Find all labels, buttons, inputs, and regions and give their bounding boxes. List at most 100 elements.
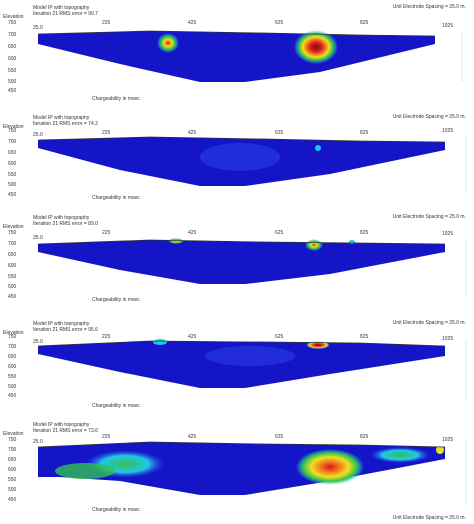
elevation-tick: 750 <box>8 20 17 26</box>
elevation-label: Elevation <box>3 14 24 20</box>
elevation-tick: 600 <box>8 467 17 473</box>
anomaly-blob <box>157 33 179 53</box>
elevation-tick: 750 <box>8 128 17 134</box>
distance-label: 825 <box>360 434 369 440</box>
distance-label: 425 <box>188 20 197 26</box>
section-2-plot <box>37 134 467 192</box>
start-distance-label: 25.0 <box>33 132 43 138</box>
section-panel-4: Model IP with topography Iteration 21 RM… <box>0 318 474 418</box>
end-distance-label: 1025 <box>442 23 454 29</box>
section-5-plot <box>37 441 467 505</box>
elevation-label: Elevation <box>3 431 24 437</box>
distance-label: 225 <box>102 434 111 440</box>
colorbar-caption: Chargeability in msec <box>92 297 140 303</box>
section-title: Model IP with topography <box>33 115 90 121</box>
elevation-tick: 600 <box>8 364 17 370</box>
anomaly-blob <box>55 463 115 479</box>
elevation-tick: 750 <box>8 230 17 236</box>
elevation-label: Elevation <box>3 224 24 230</box>
elevation-label: Elevation <box>3 124 24 130</box>
section-body <box>38 31 435 82</box>
elevation-tick: 550 <box>8 68 17 74</box>
anomaly-blob <box>315 145 321 151</box>
distance-label: 825 <box>360 20 369 26</box>
anomaly-blob <box>153 339 167 345</box>
elevation-tick: 700 <box>8 344 17 350</box>
distance-label: 225 <box>102 334 111 340</box>
elevation-tick: 750 <box>8 334 17 340</box>
elevation-tick: 700 <box>8 241 17 247</box>
anomaly-blob <box>296 449 364 485</box>
elevation-tick: 550 <box>8 274 17 280</box>
section-title: Model IP with topography <box>33 5 90 11</box>
elevation-tick: 700 <box>8 32 17 38</box>
section-title: Model IP with topography <box>33 215 90 221</box>
start-distance-label: 25.0 <box>33 439 43 445</box>
start-distance-label: 25.0 <box>33 235 43 241</box>
colorbar-caption: Chargeability in msec <box>92 507 140 513</box>
elevation-tick: 500 <box>8 79 17 85</box>
unit-spacing-label: Unit Electrode Spacing = 25.0 m. <box>392 114 466 120</box>
unit-spacing-label: Unit Electrode Spacing = 25.0 m. <box>392 515 466 521</box>
distance-label: 225 <box>102 130 111 136</box>
iteration-label: Iteration 21 RMS error = 95.6 <box>33 327 98 333</box>
end-distance-label: 1025 <box>442 437 454 443</box>
section-panel-2: Model IP with topography Iteration 21 RM… <box>0 112 474 212</box>
section-title: Model IP with topography <box>33 422 90 428</box>
colorbar-caption: Chargeability in msec <box>92 195 140 201</box>
colorbar-caption: Chargeability in msec <box>92 96 140 102</box>
end-distance-label: 1025 <box>442 231 454 237</box>
distance-label: 425 <box>188 434 197 440</box>
elevation-tick: 550 <box>8 172 17 178</box>
section-panel-3: Model IP with topography Iteration 21 RM… <box>0 212 474 312</box>
elevation-tick: 500 <box>8 487 17 493</box>
start-distance-label: 25.0 <box>33 25 43 31</box>
anomaly-blob <box>436 446 444 454</box>
iteration-label: Iteration 21 RMS error = 90.7 <box>33 11 98 17</box>
distance-label: 425 <box>188 130 197 136</box>
anomaly-blob <box>294 30 338 64</box>
colorbar-caption: Chargeability in msec <box>92 403 140 409</box>
elevation-tick: 550 <box>8 477 17 483</box>
section-1-plot <box>37 30 463 82</box>
elevation-tick: 450 <box>8 88 17 94</box>
elevation-tick: 650 <box>8 354 17 360</box>
unit-spacing-label: Unit Electrode Spacing = 25.0 m. <box>392 320 466 326</box>
anomaly-blob <box>306 341 330 349</box>
iteration-label: Iteration 21 RMS error = 74.2 <box>33 121 98 127</box>
end-distance-label: 1025 <box>442 336 454 342</box>
distance-label: 425 <box>188 334 197 340</box>
distance-label: 225 <box>102 230 111 236</box>
section-body <box>38 240 445 284</box>
anomaly-blob <box>168 238 184 244</box>
elevation-label: Elevation <box>3 330 24 336</box>
distance-label: 625 <box>275 230 284 236</box>
distance-label: 425 <box>188 230 197 236</box>
elevation-tick: 600 <box>8 263 17 269</box>
anomaly-blob <box>370 447 430 463</box>
section-4-plot <box>37 339 467 400</box>
section-3-plot <box>37 238 467 296</box>
elevation-tick: 650 <box>8 44 17 50</box>
elevation-tick: 650 <box>8 252 17 258</box>
elevation-tick: 600 <box>8 56 17 62</box>
distance-label: 625 <box>275 434 284 440</box>
anomaly-blob <box>205 346 295 366</box>
section-panel-1: Model IP with topography Iteration 21 RM… <box>0 2 474 102</box>
elevation-tick: 700 <box>8 447 17 453</box>
elevation-tick: 500 <box>8 384 17 390</box>
distance-label: 825 <box>360 130 369 136</box>
elevation-tick: 750 <box>8 437 17 443</box>
end-distance-label: 1025 <box>442 128 454 134</box>
start-distance-label: 25.0 <box>33 339 43 345</box>
elevation-tick: 600 <box>8 161 17 167</box>
distance-label: 625 <box>275 20 284 26</box>
distance-label: 625 <box>275 130 284 136</box>
elevation-tick: 500 <box>8 284 17 290</box>
elevation-tick: 450 <box>8 393 17 399</box>
anomaly-blob <box>349 240 355 244</box>
iteration-label: Iteration 21 RMS error = 73.6 <box>33 428 98 434</box>
elevation-tick: 500 <box>8 182 17 188</box>
elevation-tick: 550 <box>8 374 17 380</box>
anomaly-blob <box>200 143 280 171</box>
